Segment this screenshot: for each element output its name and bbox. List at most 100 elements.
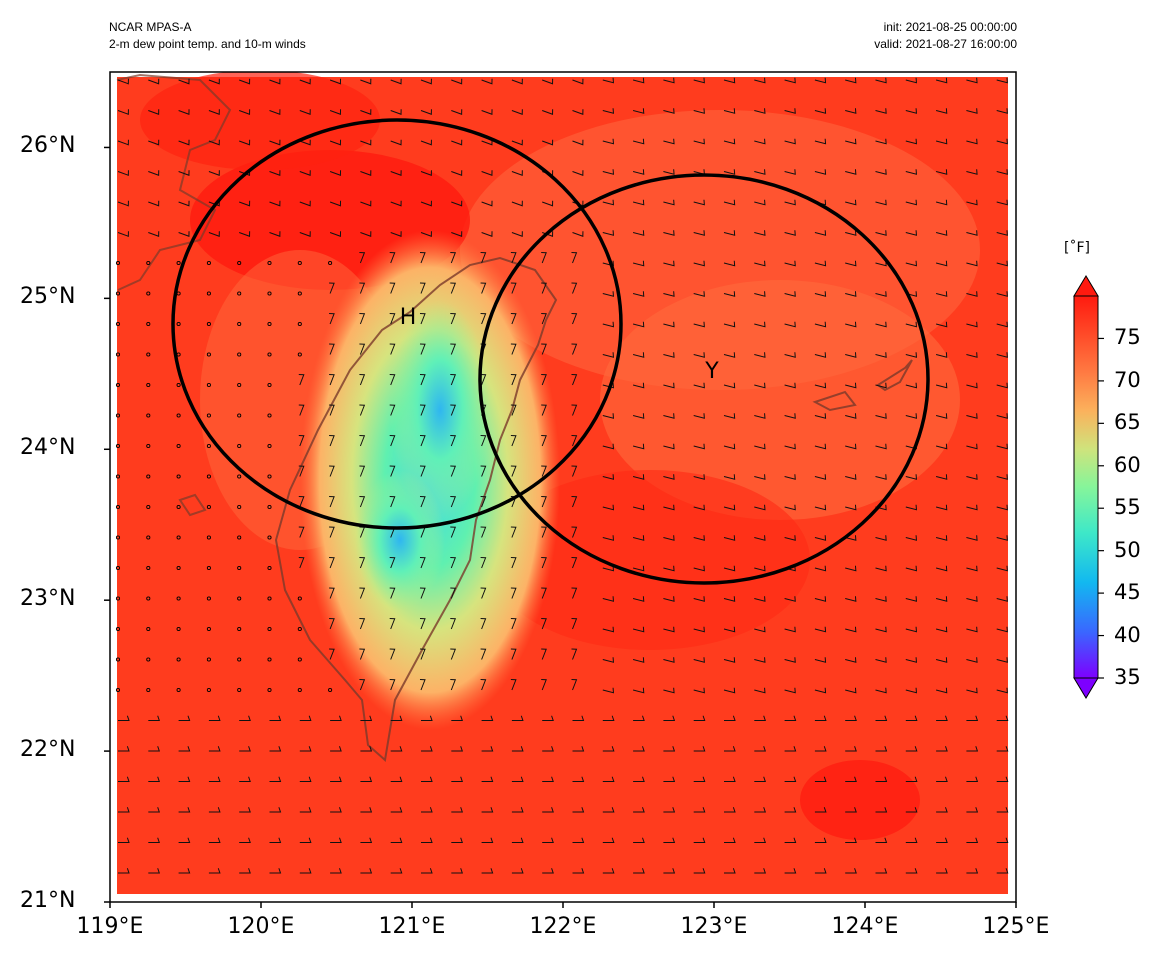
wind-barb bbox=[875, 715, 888, 721]
wind-barb bbox=[935, 352, 948, 358]
calm-wind-marker bbox=[328, 260, 333, 266]
wind-barb bbox=[935, 443, 948, 450]
wind-barb bbox=[389, 313, 396, 325]
wind-barb bbox=[663, 169, 675, 175]
calm-wind-marker bbox=[146, 626, 151, 632]
wind-barb bbox=[723, 657, 736, 663]
wind-barb bbox=[845, 535, 857, 541]
wind-barb bbox=[269, 715, 282, 721]
wind-barb bbox=[935, 504, 948, 511]
wind-barb bbox=[602, 715, 615, 721]
wind-barb bbox=[996, 746, 1009, 752]
wind-barb bbox=[330, 776, 342, 782]
wind-barb bbox=[754, 260, 766, 267]
wind-barb bbox=[845, 291, 857, 297]
wind-barb bbox=[845, 443, 857, 450]
wind-barb bbox=[935, 565, 948, 572]
wind-barb bbox=[663, 596, 675, 602]
wind-barb bbox=[541, 618, 547, 630]
wind-barb bbox=[966, 382, 978, 389]
wind-barb bbox=[723, 169, 736, 175]
wind-barb bbox=[329, 200, 342, 207]
wind-barb bbox=[360, 200, 372, 207]
wind-barb bbox=[420, 231, 432, 237]
wind-barb bbox=[419, 404, 426, 416]
wind-barb bbox=[269, 868, 282, 874]
wind-barb bbox=[299, 231, 311, 237]
calm-wind-marker bbox=[206, 535, 211, 540]
wind-barb bbox=[875, 108, 887, 114]
wind-barb bbox=[663, 77, 675, 84]
calm-wind-marker bbox=[176, 382, 181, 388]
wind-barb bbox=[754, 443, 766, 450]
calm-wind-marker bbox=[267, 657, 272, 662]
wind-barb bbox=[208, 868, 221, 874]
wind-barb bbox=[905, 169, 918, 175]
wind-barb bbox=[330, 715, 342, 721]
wind-barb bbox=[633, 807, 645, 813]
wind-barb bbox=[329, 465, 335, 477]
wind-barb bbox=[632, 138, 645, 145]
wind-barb bbox=[571, 618, 578, 630]
wind-barb bbox=[754, 352, 766, 358]
colorbar-extend-min bbox=[1073, 677, 1099, 699]
wind-barb bbox=[572, 868, 585, 874]
wind-barb bbox=[905, 687, 918, 694]
wind-barb bbox=[966, 868, 979, 874]
wind-barb bbox=[996, 230, 1008, 236]
x-tick-label: 119°E bbox=[76, 914, 144, 939]
wind-barb bbox=[450, 679, 457, 691]
y-tick-label: 22°N bbox=[20, 737, 76, 763]
wind-barb bbox=[845, 474, 857, 480]
wind-barb bbox=[602, 199, 615, 206]
wind-barb bbox=[390, 139, 402, 146]
calm-wind-marker bbox=[206, 352, 211, 357]
wind-barb bbox=[935, 657, 948, 663]
wind-barb bbox=[723, 321, 736, 328]
wind-barb bbox=[784, 776, 797, 782]
wind-barb bbox=[693, 776, 706, 782]
wind-barb bbox=[541, 526, 547, 538]
wind-barb bbox=[389, 648, 396, 660]
wind-barb bbox=[845, 596, 857, 602]
wind-barb bbox=[511, 837, 524, 843]
wind-barb bbox=[723, 413, 736, 419]
wind-barb bbox=[510, 526, 517, 538]
wind-barb bbox=[814, 291, 827, 297]
wind-barb bbox=[845, 807, 857, 813]
wind-barb bbox=[511, 776, 524, 782]
wind-barb bbox=[754, 807, 766, 813]
wind-barb bbox=[239, 776, 251, 782]
wind-barb bbox=[996, 169, 1008, 175]
wind-barb bbox=[572, 807, 585, 813]
wind-barb bbox=[663, 776, 676, 782]
wind-barb bbox=[723, 504, 736, 511]
wind-barb bbox=[845, 169, 857, 175]
wind-barb bbox=[814, 868, 827, 874]
wind-barb bbox=[269, 200, 281, 207]
wind-barb bbox=[905, 746, 918, 752]
wind-barb bbox=[451, 715, 463, 721]
wind-barb bbox=[996, 413, 1008, 419]
wind-barb bbox=[966, 321, 978, 328]
x-tick-label: 121°E bbox=[378, 914, 446, 939]
calm-wind-marker bbox=[267, 321, 272, 327]
wind-barb bbox=[814, 837, 827, 843]
wind-barb bbox=[178, 170, 190, 176]
wind-barb bbox=[451, 231, 463, 237]
calm-wind-marker bbox=[267, 443, 272, 449]
wind-barb bbox=[208, 170, 220, 176]
wind-barb bbox=[542, 776, 554, 782]
wind-barb bbox=[632, 291, 645, 297]
wind-barb bbox=[389, 679, 396, 691]
wind-barb bbox=[905, 715, 918, 721]
calm-wind-marker bbox=[237, 260, 242, 266]
wind-barb bbox=[419, 618, 426, 630]
wind-barb bbox=[239, 807, 251, 813]
wind-barb bbox=[178, 746, 191, 752]
calm-wind-marker bbox=[267, 352, 272, 357]
wind-barb bbox=[996, 535, 1008, 541]
wind-barb bbox=[421, 746, 433, 752]
wind-barb bbox=[359, 435, 366, 447]
wind-barb bbox=[693, 474, 705, 480]
